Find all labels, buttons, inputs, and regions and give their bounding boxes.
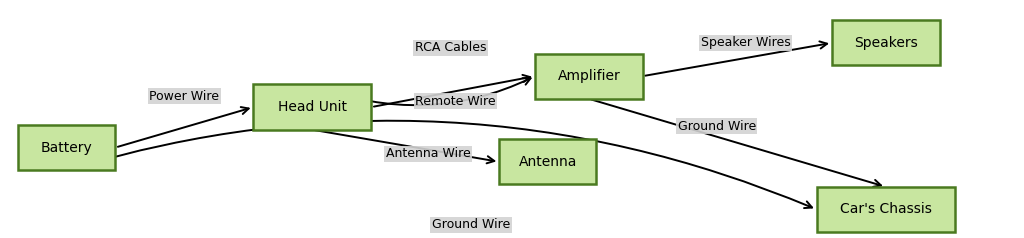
FancyBboxPatch shape [500, 139, 596, 184]
FancyArrowPatch shape [315, 78, 530, 105]
Text: Speaker Wires: Speaker Wires [700, 36, 791, 49]
Text: Ground Wire: Ground Wire [432, 218, 510, 231]
Text: Speakers: Speakers [854, 36, 918, 50]
FancyArrowPatch shape [315, 130, 495, 163]
FancyBboxPatch shape [18, 125, 115, 170]
Text: Amplifier: Amplifier [557, 69, 621, 83]
Text: Antenna Wire: Antenna Wire [386, 147, 470, 160]
FancyArrowPatch shape [592, 99, 881, 187]
FancyArrowPatch shape [70, 121, 812, 208]
FancyArrowPatch shape [374, 75, 530, 107]
Text: Remote Wire: Remote Wire [416, 95, 496, 108]
Text: Head Unit: Head Unit [278, 100, 347, 114]
FancyArrowPatch shape [645, 41, 827, 76]
Text: Antenna: Antenna [518, 155, 578, 169]
FancyBboxPatch shape [254, 84, 371, 130]
FancyBboxPatch shape [817, 187, 954, 232]
FancyBboxPatch shape [535, 54, 643, 99]
Text: Car's Chassis: Car's Chassis [840, 203, 932, 216]
Text: RCA Cables: RCA Cables [415, 41, 486, 54]
Text: Ground Wire: Ground Wire [678, 120, 756, 133]
FancyBboxPatch shape [831, 20, 940, 65]
Text: Power Wire: Power Wire [150, 90, 219, 103]
FancyArrowPatch shape [118, 107, 249, 147]
Text: Battery: Battery [41, 141, 92, 154]
